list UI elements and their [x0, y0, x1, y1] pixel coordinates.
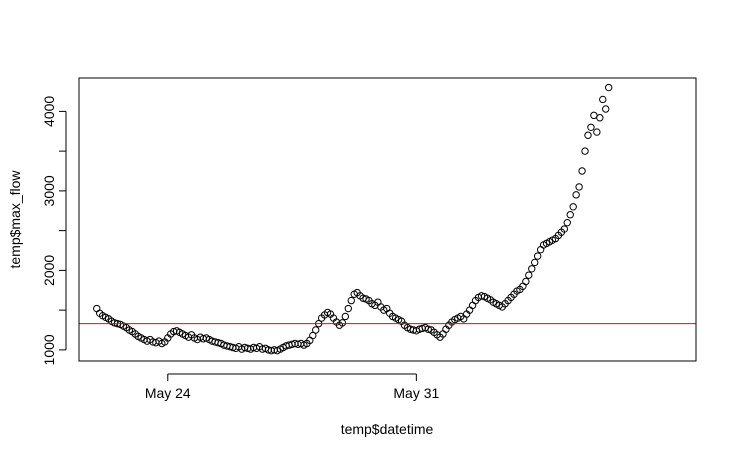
data-points — [93, 83, 613, 355]
data-point — [572, 191, 580, 199]
y-tick-label: 4000 — [41, 96, 57, 127]
data-point — [593, 128, 601, 136]
data-point — [528, 265, 536, 273]
x-axis-label: temp$datetime — [341, 421, 434, 437]
data-point — [569, 203, 577, 211]
plot-frame — [78, 77, 697, 362]
data-point — [605, 83, 613, 92]
data-point — [581, 147, 589, 155]
data-point — [560, 225, 569, 233]
data-point — [599, 95, 607, 104]
data-point — [525, 271, 533, 279]
data-point — [563, 218, 571, 227]
data-point — [584, 131, 592, 139]
x-tick-label: May 31 — [393, 385, 439, 401]
y-axis: 1000 2000 3000 4000 — [41, 96, 67, 365]
data-point — [344, 304, 352, 313]
data-point — [531, 258, 539, 267]
data-point — [596, 114, 604, 122]
y-axis-label: temp$max_flow — [7, 170, 23, 269]
data-point — [587, 123, 595, 131]
y-tick-label: 2000 — [41, 255, 57, 286]
data-point — [533, 252, 542, 260]
y-tick-label: 1000 — [41, 334, 57, 365]
data-point — [424, 325, 432, 333]
x-axis: May 24 May 31 — [145, 373, 440, 401]
x-tick-label: May 24 — [145, 385, 191, 401]
y-tick-label: 3000 — [41, 175, 57, 206]
data-point — [338, 319, 347, 327]
data-point — [309, 331, 317, 340]
data-point — [602, 105, 610, 113]
data-point — [312, 326, 320, 334]
data-point — [341, 312, 350, 321]
data-point — [347, 296, 355, 305]
data-point — [578, 167, 586, 175]
data-point — [566, 211, 574, 219]
data-point — [522, 277, 530, 286]
data-point — [575, 183, 583, 191]
